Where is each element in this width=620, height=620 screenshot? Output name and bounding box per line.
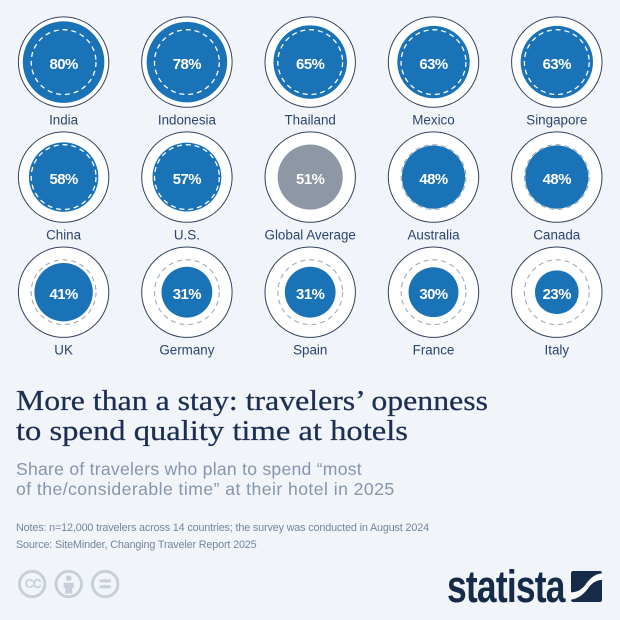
svg-text:France: France bbox=[413, 343, 455, 358]
svg-text:58%: 58% bbox=[49, 172, 78, 188]
svg-text:Italy: Italy bbox=[545, 343, 570, 358]
svg-text:Australia: Australia bbox=[407, 228, 460, 243]
svg-text:India: India bbox=[49, 113, 79, 128]
svg-text:China: China bbox=[46, 228, 82, 243]
svg-text:31%: 31% bbox=[296, 287, 325, 303]
svg-text:30%: 30% bbox=[419, 287, 448, 303]
svg-text:Global Average: Global Average bbox=[265, 228, 356, 243]
svg-text:65%: 65% bbox=[296, 57, 325, 73]
svg-text:31%: 31% bbox=[173, 287, 202, 303]
svg-text:Mexico: Mexico bbox=[412, 113, 454, 128]
svg-text:Spain: Spain bbox=[293, 343, 327, 358]
svg-text:23%: 23% bbox=[543, 287, 572, 303]
svg-text:Germany: Germany bbox=[159, 343, 214, 358]
svg-text:Thailand: Thailand bbox=[285, 113, 336, 128]
svg-text:U.S.: U.S. bbox=[174, 228, 200, 243]
svg-text:63%: 63% bbox=[419, 57, 448, 73]
svg-text:Singapore: Singapore bbox=[526, 113, 587, 128]
svg-text:51%: 51% bbox=[296, 172, 325, 188]
svg-text:48%: 48% bbox=[543, 172, 572, 188]
svg-text:78%: 78% bbox=[173, 57, 202, 73]
svg-text:57%: 57% bbox=[173, 172, 202, 188]
svg-text:Indonesia: Indonesia bbox=[158, 113, 217, 128]
svg-text:CC: CC bbox=[25, 577, 42, 591]
svg-text:80%: 80% bbox=[49, 57, 78, 73]
svg-text:63%: 63% bbox=[543, 57, 572, 73]
svg-text:Canada: Canada bbox=[533, 228, 580, 243]
svg-text:48%: 48% bbox=[419, 172, 448, 188]
svg-text:UK: UK bbox=[54, 343, 73, 358]
svg-text:41%: 41% bbox=[49, 287, 78, 303]
